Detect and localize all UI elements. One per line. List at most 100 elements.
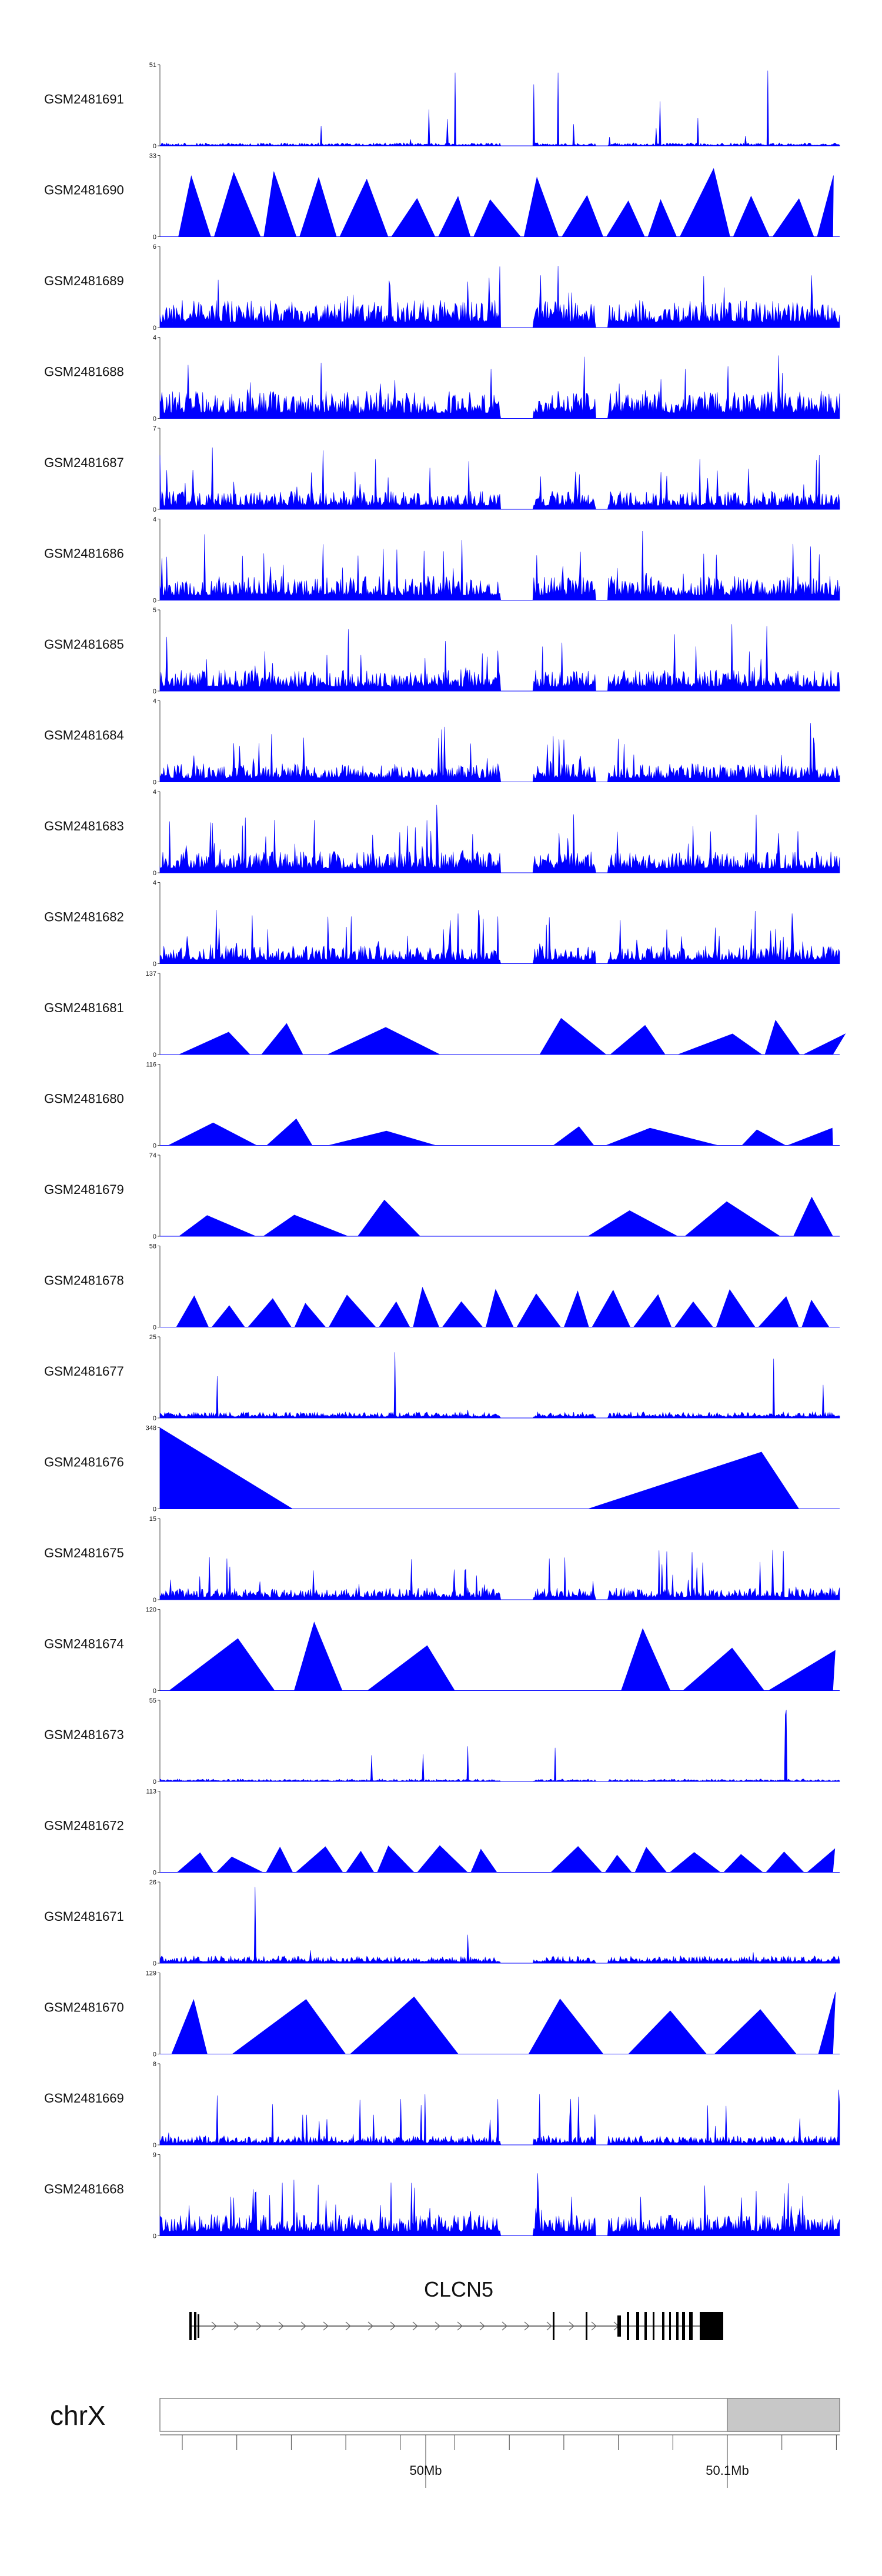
signal-area [159, 909, 840, 964]
track-ymin-label: 0 [153, 1052, 156, 1059]
signal-area [160, 1991, 840, 2054]
signal-area [159, 2090, 840, 2145]
track-ymax-label: 7 [153, 425, 156, 432]
gene-exon [189, 2312, 192, 2340]
track-ymax-label: 26 [149, 1879, 156, 1886]
track-ymax-label: 55 [149, 1697, 156, 1704]
signal-area [159, 2173, 840, 2236]
track-GSM2481691: GSM2481691 51 0 [44, 62, 840, 150]
track-ymax-label: 4 [153, 698, 156, 705]
track-label: GSM2481683 [44, 819, 124, 833]
track-label: GSM2481681 [44, 1000, 124, 1015]
strand-chevron-icon [569, 2321, 574, 2331]
gene-exon [553, 2312, 554, 2340]
gene-exon [676, 2312, 679, 2340]
signal-area [159, 624, 840, 692]
track-GSM2481686: GSM2481686 4 0 [44, 516, 840, 605]
track-ymin-label: 0 [153, 1143, 156, 1150]
track-ymin-label: 0 [153, 325, 156, 332]
signal-area [159, 266, 840, 328]
track-label: GSM2481677 [44, 1364, 124, 1379]
gene-exon [653, 2312, 654, 2340]
track-GSM2481676: GSM2481676 348 0 [44, 1425, 840, 1513]
signal-area [159, 1887, 840, 1964]
track-label: GSM2481675 [44, 1546, 124, 1560]
track-GSM2481690: GSM2481690 33 0 [44, 153, 840, 241]
track-ymax-label: 9 [153, 2152, 156, 2159]
gene-name-label: CLCN5 [424, 2277, 493, 2301]
gene-exon [689, 2312, 693, 2340]
track-ymax-label: 120 [146, 1607, 156, 1614]
track-GSM2481689: GSM2481689 6 0 [44, 243, 840, 332]
track-ymin-label: 0 [153, 598, 156, 605]
track-label: GSM2481679 [44, 1182, 124, 1197]
signal-area [160, 1287, 840, 1327]
track-GSM2481680: GSM2481680 116 0 [44, 1062, 840, 1150]
signal-area [159, 447, 840, 510]
track-ymax-label: 6 [153, 243, 156, 251]
strand-chevron-icon [368, 2321, 373, 2331]
track-ymin-label: 0 [153, 2142, 156, 2149]
track-ymax-label: 25 [149, 1334, 156, 1341]
track-label: GSM2481690 [44, 183, 124, 198]
track-label: GSM2481676 [44, 1455, 124, 1470]
track-label: GSM2481682 [44, 910, 124, 925]
strand-chevron-icon [457, 2321, 463, 2331]
strand-chevron-icon [300, 2321, 306, 2331]
gene-exon [586, 2312, 587, 2340]
gene-exon [627, 2312, 629, 2340]
genome-axis: 50Mb 50.1Mb [160, 2434, 840, 2488]
track-GSM2481673: GSM2481673 55 0 [44, 1697, 840, 1786]
signal-area [159, 1550, 840, 1600]
genome-axis-label: 50Mb [409, 2463, 442, 2478]
track-ymax-label: 113 [146, 1788, 156, 1796]
track-label: GSM2481691 [44, 92, 124, 106]
ideogram-band [727, 2398, 840, 2432]
track-ymax-label: 4 [153, 789, 156, 796]
track-ymin-label: 0 [153, 1597, 156, 1604]
track-ymin-label: 0 [153, 1870, 156, 1877]
track-ymax-label: 8 [153, 2061, 156, 2068]
signal-area [159, 355, 840, 419]
track-ymax-label: 58 [149, 1243, 156, 1250]
signal-area [159, 1710, 840, 1782]
signal-area [160, 1196, 840, 1237]
track-ymin-label: 0 [153, 416, 156, 423]
track-label: GSM2481689 [44, 273, 124, 288]
track-GSM2481669: GSM2481669 8 0 [44, 2061, 840, 2149]
strand-chevron-icon [211, 2321, 217, 2331]
track-ymax-label: 4 [153, 335, 156, 342]
track-GSM2481671: GSM2481671 26 0 [44, 1879, 840, 1967]
signal-area [160, 1017, 846, 1055]
track-ymin-label: 0 [153, 1778, 156, 1786]
track-GSM2481682: GSM2481682 4 0 [44, 880, 840, 968]
track-GSM2481668: GSM2481668 9 0 [44, 2152, 840, 2240]
track-GSM2481675: GSM2481675 15 0 [44, 1516, 840, 1604]
track-ymax-label: 51 [149, 62, 156, 69]
strand-chevron-icon [546, 2321, 552, 2331]
track-GSM2481672: GSM2481672 113 0 [44, 1788, 840, 1877]
strand-chevron-icon [390, 2321, 396, 2331]
strand-chevron-icon [256, 2321, 262, 2331]
signal-area [160, 1621, 840, 1691]
gene-exon [644, 2312, 647, 2340]
track-ymax-label: 116 [146, 1062, 156, 1069]
track-GSM2481679: GSM2481679 74 0 [44, 1152, 840, 1240]
signal-area [159, 1352, 840, 1419]
chromosome-label: chrX [50, 2400, 106, 2431]
track-ymin-label: 0 [153, 1324, 156, 1332]
track-label: GSM2481686 [44, 546, 124, 561]
signal-area [159, 723, 840, 782]
signal-area [160, 1845, 840, 1873]
gene-exon [700, 2312, 723, 2340]
track-label: GSM2481672 [44, 1818, 124, 1833]
track-ymax-label: 137 [146, 970, 156, 977]
strand-chevron-icon [233, 2321, 239, 2331]
track-GSM2481678: GSM2481678 58 0 [44, 1243, 840, 1332]
track-ymax-label: 5 [153, 607, 156, 614]
strand-chevron-icon [502, 2321, 507, 2331]
track-ymax-label: 4 [153, 880, 156, 887]
signal-area [159, 530, 840, 600]
track-ymax-label: 4 [153, 516, 156, 523]
track-label: GSM2481687 [44, 455, 124, 470]
